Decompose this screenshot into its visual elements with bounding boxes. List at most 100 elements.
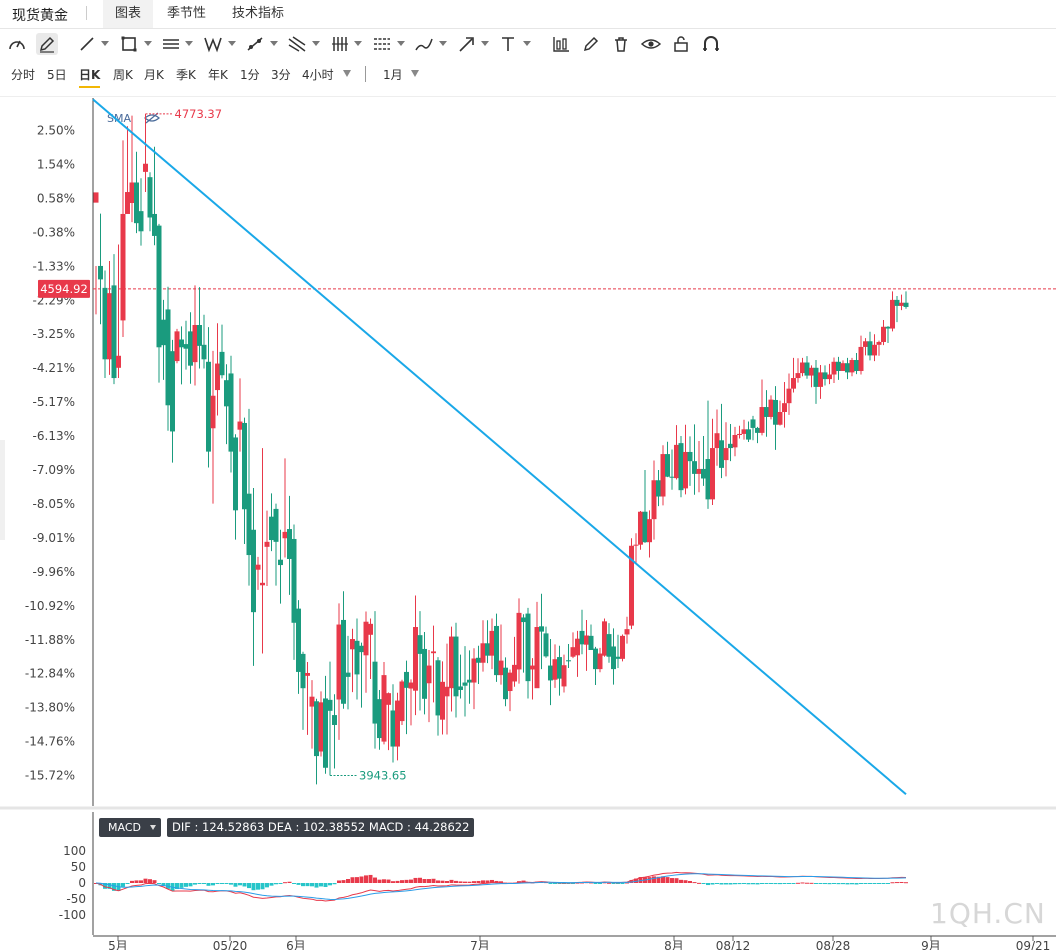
period-yearly-k[interactable]: 年K (208, 68, 228, 82)
candle (251, 488, 256, 666)
candle (606, 623, 612, 663)
x-tick-label: 9月 (921, 939, 941, 950)
candle (660, 445, 666, 506)
chevron-down-icon[interactable] (312, 41, 320, 46)
chevron-down-icon[interactable] (228, 41, 236, 46)
macd-histogram-bar (778, 883, 782, 885)
magnet-icon[interactable] (700, 33, 722, 55)
candle (282, 458, 288, 558)
period-weekly-k[interactable]: 周K (113, 68, 133, 82)
trash-icon[interactable] (610, 33, 632, 55)
chevron-down-icon[interactable] (397, 41, 405, 46)
parallel-lines-icon[interactable] (160, 33, 182, 55)
chevron-down-icon[interactable] (354, 41, 362, 46)
drawing-toolbar (0, 29, 1056, 59)
period-4-hour[interactable]: 4小时 (302, 68, 334, 82)
candle (296, 600, 301, 694)
macd-histogram-bar (674, 878, 679, 883)
candle-chart-icon[interactable] (550, 33, 572, 55)
low-marker-label: 3943.65 (359, 769, 407, 783)
macd-select-label: MACD (108, 821, 141, 834)
x-tick-label: 6月 (286, 939, 306, 950)
y-tick-label: -4.21% (33, 361, 75, 375)
candle (791, 357, 796, 393)
candle (255, 556, 261, 590)
macd-histogram-bar (350, 877, 355, 883)
brush-icon[interactable] (413, 33, 435, 55)
gauge-icon[interactable] (6, 33, 28, 55)
period-daily-k[interactable]: 日K (79, 66, 101, 88)
pencil-icon[interactable] (36, 33, 58, 55)
x-tick-label: 8月 (664, 939, 684, 950)
hidden-eye-icon (144, 112, 160, 124)
macd-histogram-bar (337, 880, 341, 883)
range-chevron-icon[interactable] (411, 70, 419, 77)
macd-histogram-bar (148, 879, 152, 883)
chevron-down-icon[interactable] (481, 41, 489, 46)
period-more-chevron-icon[interactable] (343, 70, 351, 77)
period-monthly-k[interactable]: 月K (144, 68, 164, 82)
eye-icon[interactable] (640, 33, 662, 55)
chevron-down-icon[interactable] (270, 41, 278, 46)
pattern-icon[interactable] (202, 33, 224, 55)
period-intraday[interactable]: 分时 (11, 68, 36, 82)
lock-icon[interactable] (670, 33, 692, 55)
chevron-down-icon[interactable] (439, 41, 447, 46)
chevron-down-icon[interactable] (101, 41, 109, 46)
macd-dea-line (95, 873, 907, 900)
period-5-day[interactable]: 5日 (47, 68, 67, 82)
fork-icon[interactable] (286, 33, 308, 55)
period-1-min[interactable]: 1分 (240, 68, 260, 82)
period-3-min[interactable]: 3分 (271, 68, 291, 82)
text-icon[interactable] (497, 33, 519, 55)
candle (750, 415, 756, 441)
macd-histogram-bar (494, 880, 499, 883)
chevron-down-icon[interactable] (144, 41, 152, 46)
macd-histogram-bar (490, 879, 494, 883)
macd-histogram-bar (868, 883, 872, 884)
candle (548, 639, 553, 706)
macd-histogram-bar (332, 883, 337, 885)
y-tick-label: -10.92% (25, 599, 75, 613)
candle (795, 358, 801, 383)
period-quarterly-k[interactable]: 季K (176, 68, 196, 82)
macd-histogram-bar (265, 883, 269, 888)
range-select[interactable]: 1月 (383, 68, 403, 82)
candle (368, 618, 373, 680)
rectangle-icon[interactable] (118, 33, 140, 55)
y-tick-label: -3.25% (33, 327, 75, 341)
candle (903, 291, 909, 309)
candle (588, 624, 594, 651)
bars-icon[interactable] (329, 33, 351, 55)
arrow-icon[interactable] (456, 33, 478, 55)
candle (408, 679, 414, 726)
candle (867, 331, 873, 361)
candle (116, 244, 121, 379)
macd-histogram-bar (481, 880, 485, 883)
tab-chart[interactable]: 图表 (103, 0, 154, 28)
chevron-down-icon[interactable] (185, 41, 193, 46)
macd-histogram-bar (121, 883, 125, 887)
side-panel-handle[interactable] (0, 440, 5, 540)
candle (854, 352, 859, 375)
macd-histogram-bar (845, 883, 850, 885)
edit-icon[interactable] (580, 33, 602, 55)
tab-seasonality[interactable]: 季节性 (167, 6, 207, 21)
candle (872, 334, 877, 362)
ruler-icon[interactable] (371, 33, 393, 55)
candle (120, 140, 126, 338)
macd-histogram-bar (229, 883, 233, 885)
candle (584, 619, 589, 671)
tab-technical-indicators[interactable]: 技术指标 (232, 6, 285, 21)
line-icon[interactable] (76, 33, 98, 55)
macd-histogram-bar (719, 883, 724, 885)
candle (863, 338, 868, 356)
macd-histogram-bar (638, 877, 643, 883)
trend-line-icon[interactable] (244, 33, 266, 55)
candle (341, 591, 346, 709)
chevron-down-icon[interactable] (523, 41, 531, 46)
macd-indicator-select[interactable]: MACD (99, 818, 161, 837)
y-tick-label: -7.09% (33, 463, 75, 477)
y-tick-label: -6.13% (33, 429, 75, 443)
